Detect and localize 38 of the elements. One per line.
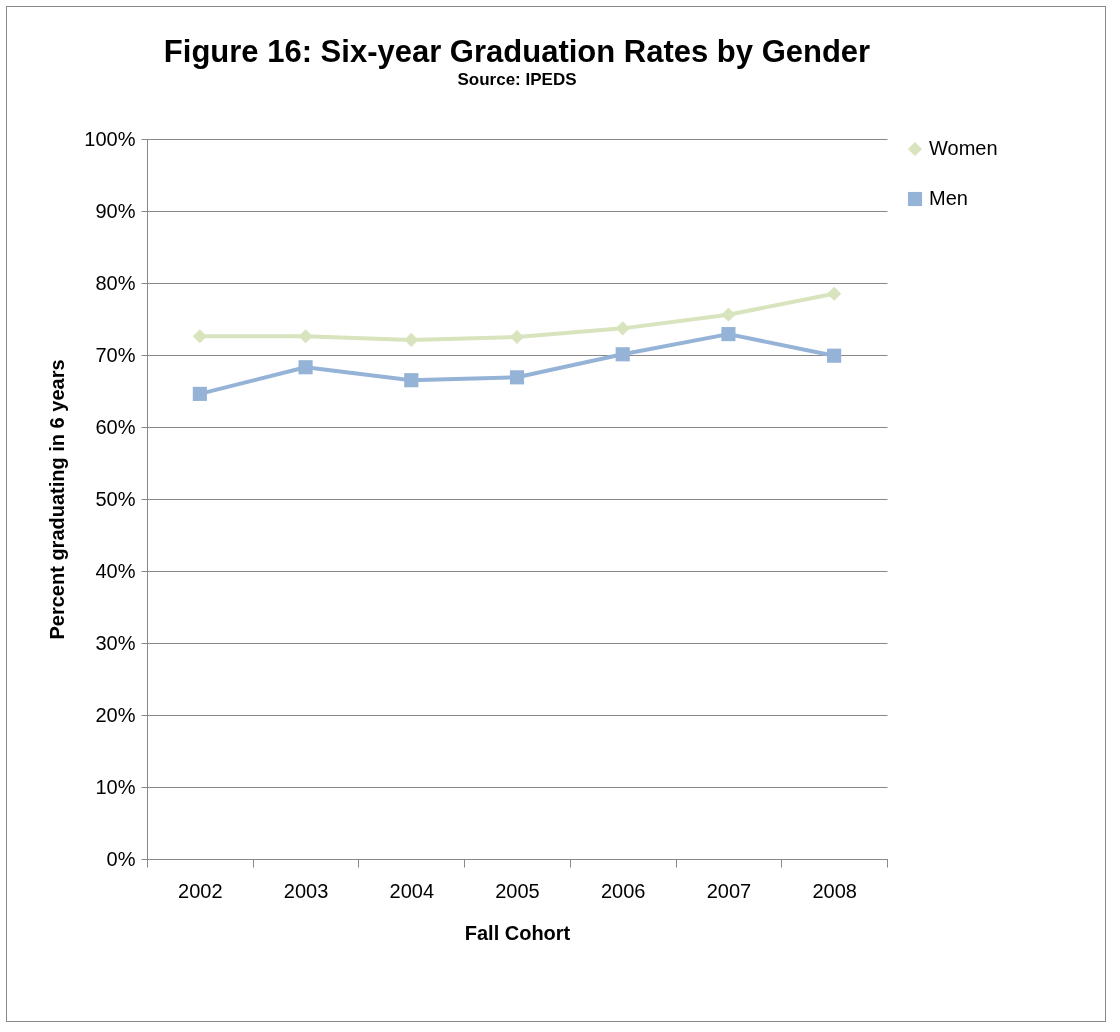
- point: [827, 348, 842, 363]
- x-tick-label: 2004: [389, 879, 435, 902]
- y-tick-label: 100%: [84, 127, 136, 150]
- point: [404, 332, 419, 347]
- legend-label: Men: [929, 187, 968, 209]
- point: [615, 321, 630, 336]
- point: [509, 370, 525, 385]
- x-tick-label: 2005: [495, 879, 540, 902]
- x-axis-title: Fall Cohort: [464, 921, 571, 944]
- y-tick-label: 40%: [95, 559, 136, 582]
- y-tick-label: 60%: [95, 415, 136, 438]
- point: [192, 329, 207, 344]
- x-tick-label: 2002: [178, 879, 223, 902]
- point: [827, 286, 842, 301]
- point: [298, 360, 313, 375]
- point: [404, 373, 419, 388]
- point: [721, 327, 736, 342]
- y-tick-label: 20%: [95, 703, 136, 726]
- x-tick-label: 2008: [812, 879, 857, 902]
- point: [721, 307, 736, 322]
- x-tick-label: 2007: [706, 879, 752, 902]
- y-tick-label: 10%: [95, 775, 136, 798]
- y-axis-title: Percent graduating in 6 years: [46, 359, 69, 640]
- point: [298, 329, 313, 344]
- chart-title: Figure 16: Six-year Graduation Rates by Gender: [163, 34, 871, 69]
- y-tick-label: 0%: [106, 847, 136, 870]
- y-tick-label: 70%: [95, 343, 136, 366]
- point: [615, 347, 630, 362]
- x-tick-label: 2003: [283, 879, 329, 902]
- point: [509, 329, 525, 345]
- point: [192, 386, 207, 401]
- x-tick-label: 2006: [600, 879, 646, 902]
- chart-subtitle: Source: IPEDS: [457, 70, 577, 89]
- y-tick-label: 50%: [95, 487, 136, 510]
- y-tick-label: 30%: [95, 631, 136, 654]
- legend-label: Women: [929, 137, 998, 159]
- y-tick-label: 90%: [95, 199, 136, 222]
- y-tick-label: 80%: [95, 271, 136, 294]
